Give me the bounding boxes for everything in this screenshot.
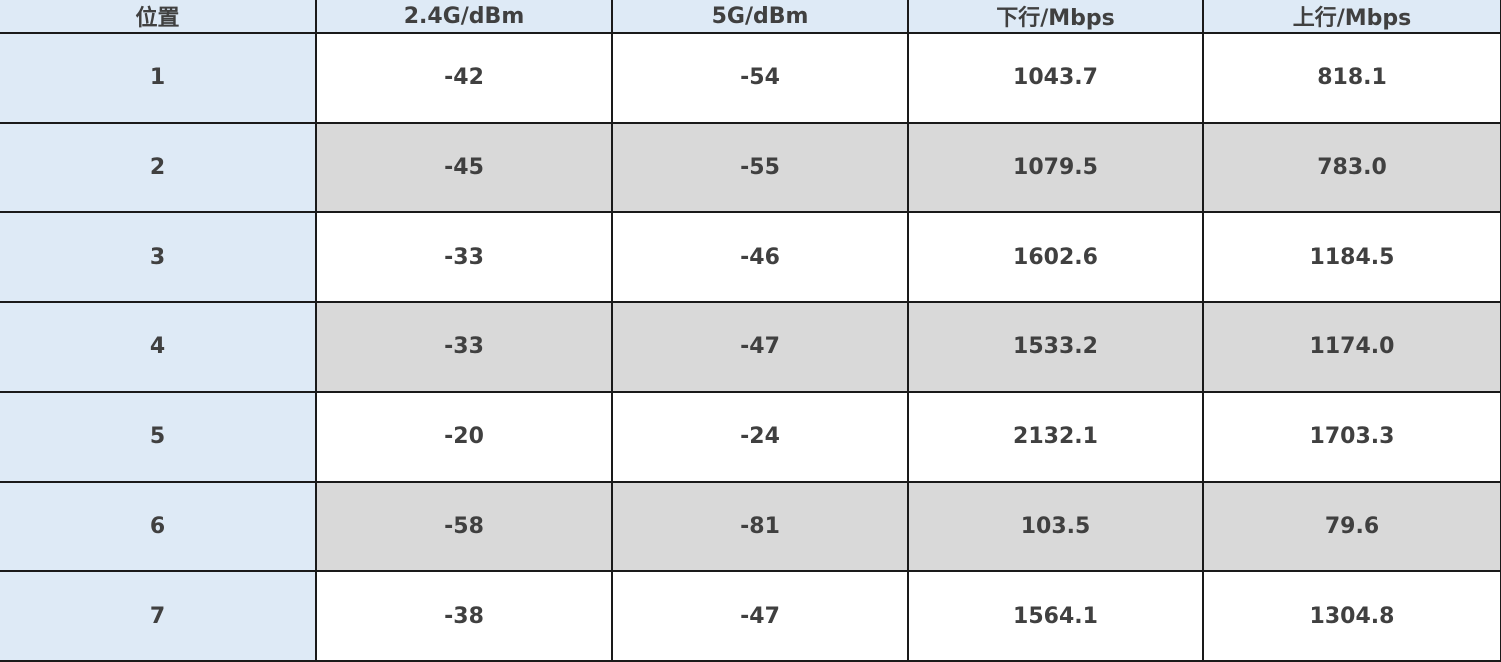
table-row: 3 -33 -46 1602.6 1184.5	[0, 211, 1501, 304]
value-cell: 1564.1	[907, 570, 1204, 662]
position-cell: 3	[0, 211, 317, 304]
position-cell: 6	[0, 480, 317, 573]
value-cell: -42	[315, 33, 613, 124]
value-cell: -33	[315, 301, 613, 393]
value-cell: 1703.3	[1202, 390, 1501, 483]
table-row: 7 -38 -47 1564.1 1304.8	[0, 570, 1501, 662]
table-row: 1 -42 -54 1043.7 818.1	[0, 33, 1501, 124]
header-cell: 位置	[0, 0, 317, 34]
header-cell: 2.4G/dBm	[315, 0, 613, 34]
value-cell: -58	[315, 480, 613, 573]
value-cell: 1079.5	[907, 121, 1204, 214]
header-cell: 上行/Mbps	[1202, 0, 1501, 34]
value-cell: -55	[611, 121, 909, 214]
value-cell: -24	[611, 390, 909, 483]
value-cell: -54	[611, 33, 909, 124]
value-cell: -47	[611, 301, 909, 393]
table-row: 6 -58 -81 103.5 79.6	[0, 480, 1501, 573]
value-cell: 1602.6	[907, 211, 1204, 304]
value-cell: 79.6	[1202, 480, 1501, 573]
value-cell: 1304.8	[1202, 570, 1501, 662]
value-cell: -38	[315, 570, 613, 662]
table-row: 2 -45 -55 1079.5 783.0	[0, 121, 1501, 214]
value-cell: 783.0	[1202, 121, 1501, 214]
header-row: 位置 2.4G/dBm 5G/dBm 下行/Mbps 上行/Mbps	[0, 0, 1501, 34]
table-row: 4 -33 -47 1533.2 1174.0	[0, 301, 1501, 393]
value-cell: 818.1	[1202, 33, 1501, 124]
value-cell: -45	[315, 121, 613, 214]
value-cell: 1043.7	[907, 33, 1204, 124]
position-cell: 1	[0, 33, 317, 124]
position-cell: 4	[0, 301, 317, 393]
value-cell: -33	[315, 211, 613, 304]
value-cell: 2132.1	[907, 390, 1204, 483]
value-cell: -46	[611, 211, 909, 304]
header-cell: 下行/Mbps	[907, 0, 1204, 34]
table-row: 5 -20 -24 2132.1 1703.3	[0, 390, 1501, 483]
value-cell: -47	[611, 570, 909, 662]
position-cell: 7	[0, 570, 317, 662]
value-cell: 1533.2	[907, 301, 1204, 393]
position-cell: 2	[0, 121, 317, 214]
position-cell: 5	[0, 390, 317, 483]
value-cell: -20	[315, 390, 613, 483]
value-cell: 103.5	[907, 480, 1204, 573]
value-cell: 1184.5	[1202, 211, 1501, 304]
value-cell: 1174.0	[1202, 301, 1501, 393]
value-cell: -81	[611, 480, 909, 573]
header-cell: 5G/dBm	[611, 0, 909, 34]
